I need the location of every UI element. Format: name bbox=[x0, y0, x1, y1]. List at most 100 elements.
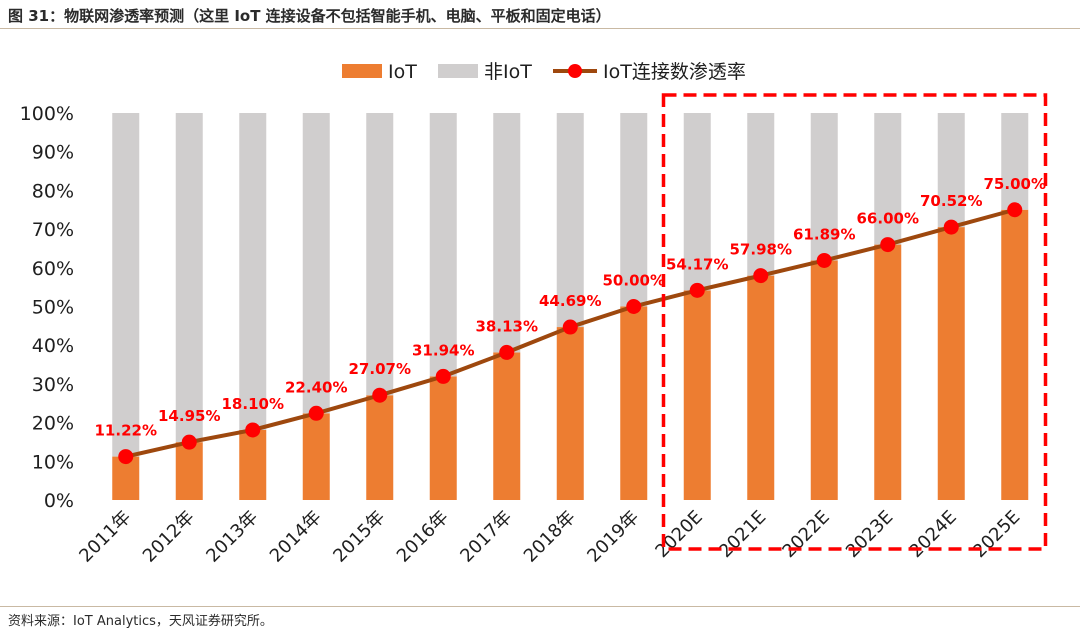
x-tick-label: 2023E bbox=[842, 507, 897, 562]
bar-non-iot bbox=[112, 113, 140, 457]
bars bbox=[112, 113, 1029, 501]
data-label: 57.98% bbox=[730, 241, 792, 259]
y-tick-label: 80% bbox=[32, 180, 74, 202]
legend-label-line: IoT连接数渗透率 bbox=[603, 61, 746, 83]
x-axis: 2011年 2012年 2013年 2014年 2015年 2016年 2017年 2018年… bbox=[75, 507, 1024, 567]
bar-non-iot bbox=[175, 113, 203, 443]
line-marker bbox=[943, 219, 959, 235]
x-tick-label: 2018年 bbox=[520, 507, 580, 567]
bar-non-iot bbox=[239, 113, 267, 430]
legend-label-iot: IoT bbox=[388, 61, 417, 83]
bar-iot bbox=[747, 275, 775, 500]
bar-non-iot bbox=[493, 113, 521, 353]
top-divider bbox=[0, 28, 1080, 29]
y-tick-label: 0% bbox=[44, 490, 74, 512]
line-marker bbox=[880, 237, 896, 253]
data-label: 18.10% bbox=[222, 395, 284, 413]
bar-non-iot bbox=[937, 113, 965, 228]
bar-iot bbox=[239, 429, 267, 500]
data-label: 38.13% bbox=[476, 317, 538, 335]
line-marker bbox=[689, 282, 705, 298]
y-tick-label: 40% bbox=[32, 335, 74, 357]
bar-non-iot bbox=[874, 113, 902, 245]
line-marker bbox=[1007, 202, 1023, 218]
x-tick-label: 2024E bbox=[905, 507, 960, 562]
y-tick-label: 20% bbox=[32, 413, 74, 435]
bar-iot bbox=[302, 413, 330, 500]
bar-non-iot bbox=[1001, 113, 1029, 210]
line-marker bbox=[118, 449, 134, 465]
bar-iot bbox=[620, 306, 648, 500]
line-marker bbox=[308, 405, 324, 421]
bar-iot bbox=[937, 227, 965, 501]
legend-label-non-iot: 非IoT bbox=[484, 61, 532, 83]
x-tick-label: 2025E bbox=[969, 507, 1024, 562]
data-label: 27.07% bbox=[349, 360, 411, 378]
data-label: 11.22% bbox=[95, 422, 157, 440]
figure-source: 资料来源：IoT Analytics，天风证券研究所。 bbox=[8, 614, 273, 629]
y-tick-label: 30% bbox=[32, 374, 74, 396]
x-tick-label: 2017年 bbox=[456, 507, 516, 567]
bar-iot bbox=[429, 376, 457, 500]
x-tick-label: 2020E bbox=[651, 507, 706, 562]
line-marker bbox=[499, 344, 515, 360]
data-label: 61.89% bbox=[793, 225, 855, 243]
line-marker bbox=[245, 422, 261, 438]
data-label: 22.40% bbox=[285, 378, 347, 396]
data-label: 31.94% bbox=[412, 341, 474, 359]
data-label: 44.69% bbox=[539, 292, 601, 310]
bar-non-iot bbox=[429, 113, 457, 377]
x-tick-label: 2014年 bbox=[266, 507, 326, 567]
data-labels: 11.22%14.95%18.10%22.40%27.07%31.94%38.1… bbox=[95, 175, 1046, 440]
legend-swatch-iot bbox=[342, 64, 382, 78]
bar-iot bbox=[683, 290, 711, 500]
y-axis: 0% 10% 20% 30% 40% 50% 60% 70% 80% 90% 100% bbox=[20, 103, 74, 512]
bar-non-iot bbox=[747, 113, 775, 276]
legend: IoT 非IoT IoT连接数渗透率 bbox=[342, 61, 746, 83]
line-marker bbox=[435, 368, 451, 384]
x-tick-label: 2015年 bbox=[329, 507, 389, 567]
bar-non-iot bbox=[302, 113, 330, 414]
bar-iot bbox=[874, 244, 902, 500]
bar-iot bbox=[493, 352, 521, 500]
legend-swatch-non-iot bbox=[438, 64, 478, 78]
bar-iot bbox=[1001, 209, 1029, 500]
data-label: 66.00% bbox=[857, 210, 919, 228]
data-label: 75.00% bbox=[984, 175, 1046, 193]
forecast-box-rect bbox=[661, 93, 1048, 551]
x-tick-label: 2022E bbox=[778, 507, 833, 562]
y-tick-label: 100% bbox=[20, 103, 74, 125]
x-tick-label: 2013年 bbox=[202, 507, 262, 567]
bottom-divider bbox=[0, 606, 1080, 607]
x-tick-label: 2021E bbox=[715, 507, 770, 562]
line-marker bbox=[181, 434, 197, 450]
bar-non-iot bbox=[556, 113, 584, 328]
bar-iot bbox=[810, 260, 838, 500]
data-label: 50.00% bbox=[603, 272, 665, 290]
line-marker bbox=[816, 252, 832, 268]
data-label: 70.52% bbox=[920, 192, 982, 210]
bar-non-iot bbox=[683, 113, 711, 291]
bar-iot bbox=[556, 327, 584, 500]
x-tick-label: 2016年 bbox=[393, 507, 453, 567]
line-marker bbox=[562, 319, 578, 335]
x-tick-label: 2011年 bbox=[75, 507, 135, 567]
penetration-line bbox=[118, 202, 1023, 465]
bar-iot bbox=[175, 442, 203, 500]
bar-non-iot bbox=[366, 113, 394, 396]
bar-non-iot bbox=[810, 113, 838, 261]
legend-marker bbox=[568, 64, 582, 78]
line-marker bbox=[753, 268, 769, 284]
bar-iot bbox=[366, 395, 394, 500]
data-label: 54.17% bbox=[666, 255, 728, 273]
y-tick-label: 10% bbox=[32, 451, 74, 473]
y-tick-label: 90% bbox=[32, 142, 74, 164]
forecast-box bbox=[661, 93, 1048, 551]
data-label: 14.95% bbox=[158, 407, 220, 425]
y-tick-label: 70% bbox=[32, 219, 74, 241]
penetration-chart: IoT 非IoT IoT连接数渗透率 0% 10% 20% 30% 40% 50% 60% 70%… bbox=[20, 61, 1048, 567]
x-tick-label: 2019年 bbox=[583, 507, 643, 567]
bar-non-iot bbox=[620, 113, 648, 307]
line-marker bbox=[626, 299, 642, 314]
figure-title: 图 31：物联网渗透率预测（这里 IoT 连接设备不包括智能手机、电脑、平板和固… bbox=[8, 7, 611, 25]
